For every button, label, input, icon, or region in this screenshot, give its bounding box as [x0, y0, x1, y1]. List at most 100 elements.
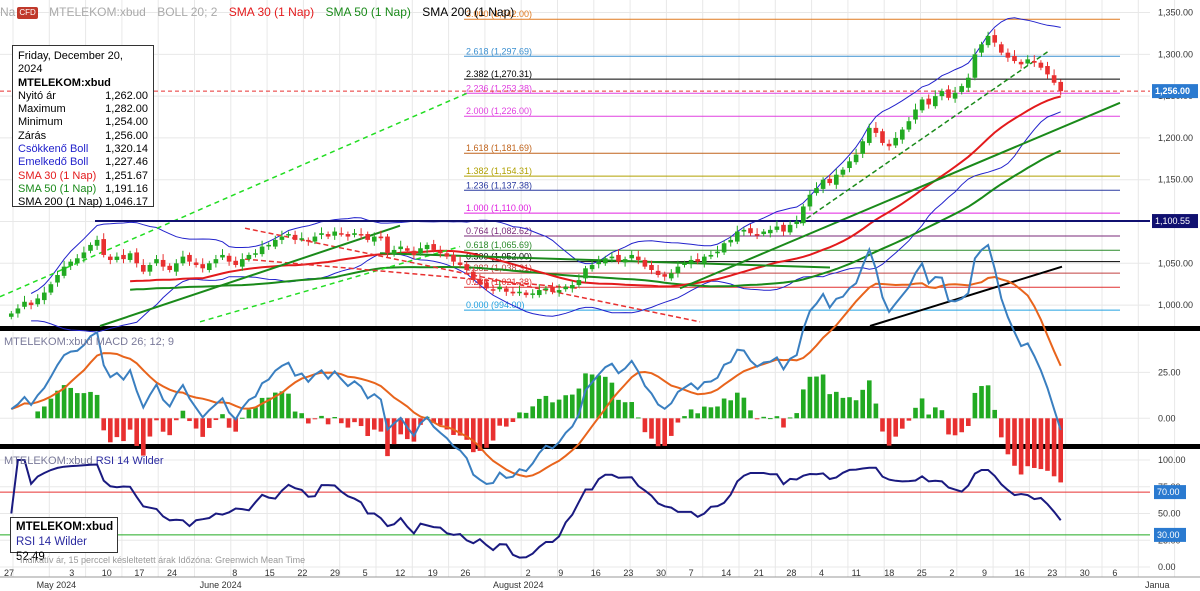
candle-body: [609, 256, 615, 259]
candle-body: [404, 248, 410, 251]
candle: [206, 260, 212, 273]
candle-body: [470, 271, 476, 281]
candle: [952, 86, 958, 103]
candle: [880, 128, 885, 146]
candle: [965, 73, 971, 92]
info-date: Friday, December 20, 2024: [18, 50, 123, 76]
candle-body: [15, 308, 21, 314]
candle-body: [134, 252, 140, 264]
candle: [741, 227, 747, 236]
macd-histogram-bar: [701, 406, 707, 419]
candle: [1012, 50, 1017, 64]
candle-body: [965, 77, 971, 88]
candle: [233, 256, 239, 268]
macd-histogram-bar: [418, 418, 423, 425]
info-symbol: MTELEKOM:xbud: [18, 76, 111, 89]
macd-histogram-bar: [662, 418, 668, 446]
macd-histogram-bar: [226, 418, 232, 428]
macd-histogram-bar: [338, 418, 344, 424]
candle: [721, 240, 727, 255]
candle: [378, 230, 384, 241]
macd-histogram-bar: [107, 418, 113, 443]
macd-histogram-bar: [880, 418, 885, 432]
candle-body: [160, 259, 166, 267]
rsi-line: [10, 459, 1062, 559]
candle: [616, 249, 621, 265]
candle: [1025, 55, 1031, 67]
macd-histogram-bar: [741, 397, 747, 419]
info-row: Nyitó ár 1,262.00: [18, 90, 148, 103]
macd-histogram-bar: [286, 393, 291, 419]
macd-histogram-bar: [444, 418, 450, 430]
macd-histogram-bar: [536, 398, 542, 419]
candle: [893, 132, 899, 148]
bollinger-lower-line: [31, 111, 1061, 333]
info-row-value: 1,251.67: [105, 169, 148, 182]
candle: [239, 253, 245, 271]
candle-body: [893, 137, 899, 146]
x-month-label: June 2024: [200, 580, 242, 590]
candle-body: [22, 301, 27, 307]
macd-histogram-bar: [134, 418, 140, 446]
macd-histogram-bar: [101, 418, 107, 431]
candle: [807, 190, 813, 211]
macd-histogram-bar: [233, 418, 239, 432]
candle-body: [187, 254, 192, 262]
candle: [200, 258, 206, 273]
macd-tick-label: 0.00: [1158, 413, 1176, 423]
candle-body: [649, 264, 654, 270]
candle-body: [286, 234, 291, 236]
candle: [820, 177, 826, 194]
macd-histogram-bar: [457, 418, 463, 436]
candle-body: [543, 288, 549, 291]
candle-body: [206, 263, 212, 270]
candle: [418, 242, 423, 256]
candle-body: [873, 127, 879, 133]
candle: [246, 252, 252, 262]
candle-body: [233, 260, 239, 265]
rsi-tick-label: 0.00: [1158, 562, 1176, 572]
macd-histogram-bar: [272, 392, 278, 419]
candle-body: [1058, 81, 1064, 92]
candle-body: [536, 290, 542, 296]
candle-body: [497, 286, 503, 290]
macd-histogram-bar: [121, 418, 126, 442]
candle-body: [926, 98, 932, 105]
trendline-dashed: [799, 49, 1051, 224]
legend-symbol: MTELEKOM:xbud: [49, 5, 146, 19]
info-row-value: 1,227.46: [105, 156, 148, 169]
macd-histogram-bar: [893, 418, 899, 437]
macd-histogram-bar: [206, 418, 212, 428]
candle: [814, 182, 819, 196]
macd-histogram-bar: [259, 397, 265, 419]
candle-body: [767, 229, 773, 234]
macd-histogram-bar: [886, 418, 892, 446]
candle-body: [629, 254, 635, 259]
macd-histogram-bar: [919, 398, 925, 419]
macd-histogram-bar: [629, 402, 635, 419]
candle-body: [952, 92, 958, 99]
candle-body: [418, 248, 423, 254]
macd-histogram-bar: [563, 395, 569, 419]
candle: [220, 249, 225, 260]
candle-body: [213, 259, 219, 264]
rsi-box-name: RSI 14 Wilder: [16, 536, 87, 548]
info-row-value: 1,256.00: [105, 129, 148, 142]
info-row-value: 1,262.00: [105, 89, 148, 102]
candle-body: [107, 256, 113, 260]
candle-body: [81, 252, 87, 259]
candle-body: [622, 259, 628, 263]
macd-histogram-bar: [781, 418, 786, 428]
chart-legend: Na CFD MTELEKOM:xbud BOLL 20; 2 SMA 30 (1…: [0, 0, 600, 24]
trendline-dashed: [199, 245, 461, 323]
candle: [642, 257, 648, 270]
candle: [398, 240, 404, 254]
candle-body: [860, 141, 866, 154]
info-row-value: 1,282.00: [105, 103, 148, 116]
macd-histogram-bar: [979, 386, 984, 419]
macd-histogram-bar: [239, 417, 245, 419]
macd-histogram-bar: [68, 387, 74, 419]
candle: [919, 96, 925, 113]
candle-body: [239, 259, 245, 267]
